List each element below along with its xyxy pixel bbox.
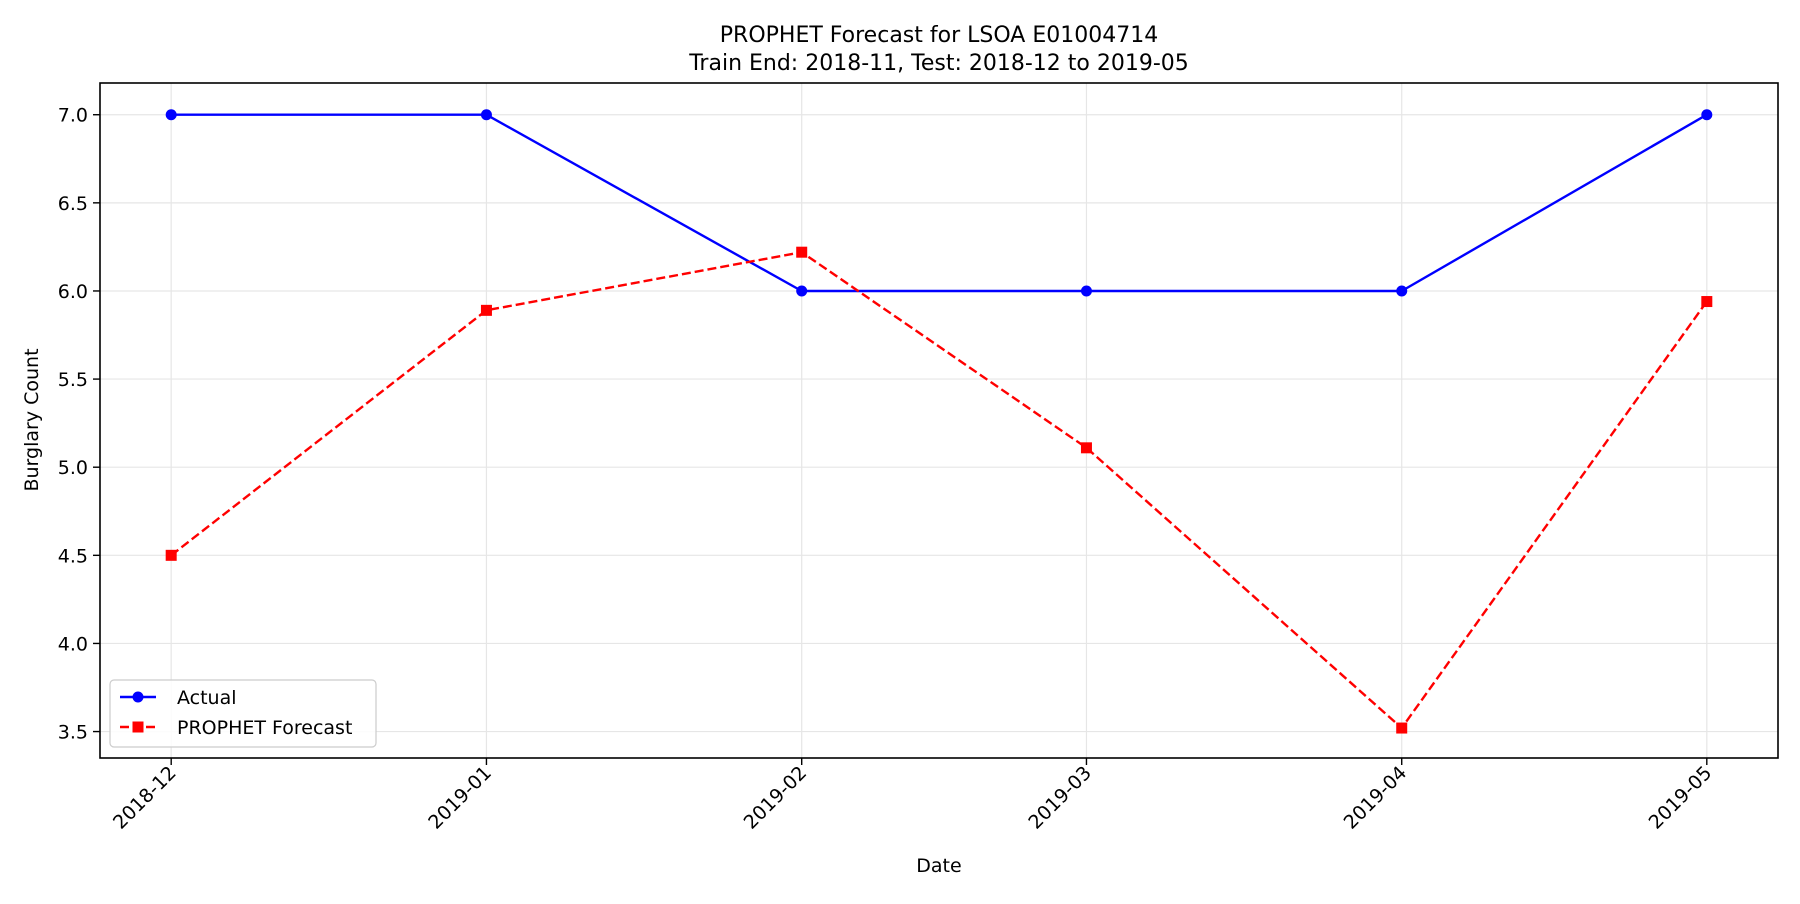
legend-label: Actual <box>177 687 237 709</box>
series-markers <box>165 109 1713 734</box>
y-tick-label: 4.5 <box>58 545 88 567</box>
legend-marker-circle <box>132 691 144 703</box>
data-point-square <box>796 246 808 258</box>
x-axis-label: Date <box>916 855 961 877</box>
chart-title: PROPHET Forecast for LSOA E01004714 <box>720 23 1158 48</box>
legend-label: PROPHET Forecast <box>177 717 352 739</box>
y-tick-label: 4.0 <box>58 633 88 655</box>
series-line <box>171 113 1708 293</box>
series-lines <box>170 113 1708 730</box>
data-point-square <box>1080 442 1092 454</box>
series-line <box>170 250 1708 730</box>
data-point-square <box>165 549 177 561</box>
data-point-square <box>480 304 492 316</box>
legend: Actual PROPHET Forecast <box>109 679 377 748</box>
data-point-circle <box>1080 285 1092 297</box>
data-point-circle <box>165 109 177 121</box>
chart-subtitle: Train End: 2018-11, Test: 2018-12 to 201… <box>688 51 1189 76</box>
plot-frame <box>99 82 1779 759</box>
data-point-square <box>1701 296 1713 308</box>
data-point-circle <box>480 109 492 121</box>
data-point-circle <box>1396 285 1408 297</box>
data-point-circle <box>1701 109 1713 121</box>
y-tick-label: 7.0 <box>58 105 88 127</box>
data-point-circle <box>796 285 808 297</box>
y-tick-label: 3.5 <box>58 722 88 744</box>
y-tick-label: 6.0 <box>58 281 88 303</box>
legend-marker-square <box>132 721 144 733</box>
y-axis-label: Burglary Count <box>21 348 43 491</box>
data-point-square <box>1396 722 1408 734</box>
y-tick-label: 5.5 <box>58 369 88 391</box>
y-tick-label: 5.0 <box>58 457 88 479</box>
legend-box <box>109 679 377 748</box>
y-tick-label: 6.5 <box>58 193 88 215</box>
